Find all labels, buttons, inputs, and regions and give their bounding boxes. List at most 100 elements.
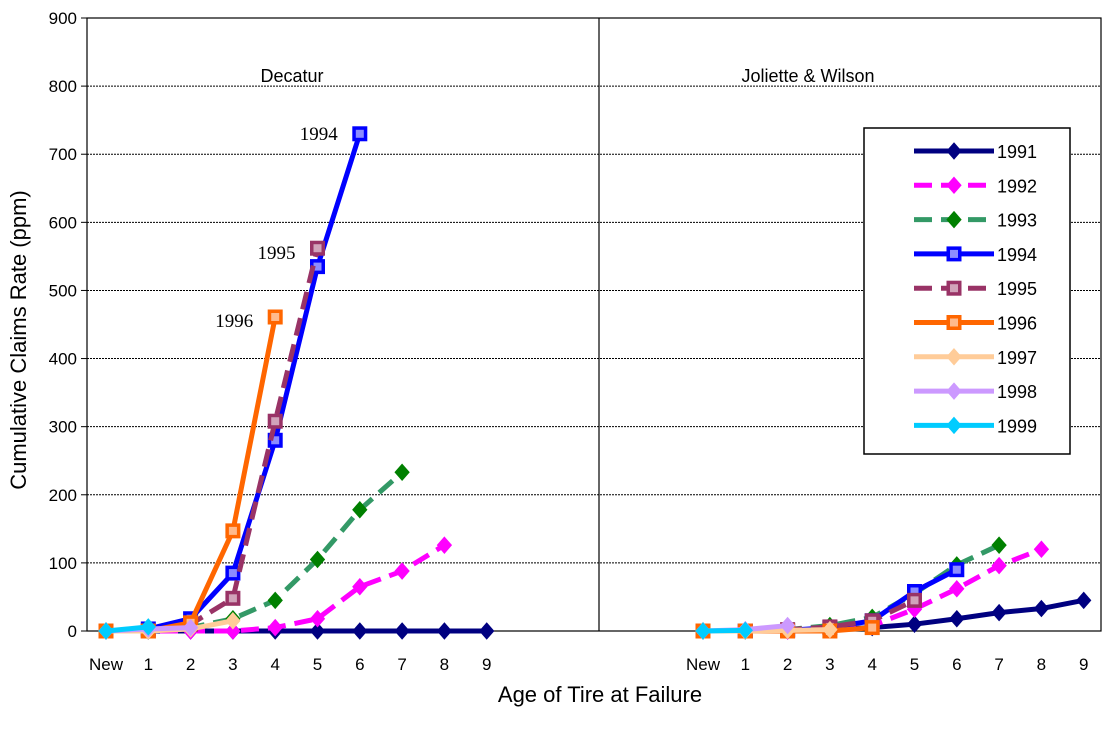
y-tick-label: 700 (49, 145, 77, 164)
plot-frame (86, 17, 1102, 632)
marker-diamond (394, 562, 410, 580)
legend-label: 1997 (997, 348, 1037, 368)
marker-diamond (946, 348, 962, 366)
series-line-1993 (106, 470, 404, 634)
marker-square-inner (271, 417, 280, 426)
series-1999 (695, 621, 753, 640)
legend-item-1998: 1998 (914, 382, 1037, 402)
y-tick-label: 800 (49, 77, 77, 96)
marker-square (946, 246, 962, 262)
x-tick-label: 5 (313, 655, 322, 674)
annotation-1995: 1995 (258, 243, 296, 264)
series-1999 (98, 618, 156, 640)
y-tick-label: 200 (49, 486, 77, 505)
marker-diamond (991, 536, 1007, 554)
marker-diamond (991, 556, 1007, 575)
panel-title: Joliette & Wilson (741, 66, 874, 86)
legend-item-1997: 1997 (914, 348, 1037, 368)
y-tick-label: 300 (49, 418, 77, 437)
marker-square-inner (313, 262, 322, 271)
x-tick-label: 9 (482, 655, 491, 674)
marker-diamond (225, 612, 241, 630)
x-tick-label: New (89, 655, 124, 674)
y-tick-label: 900 (49, 9, 77, 28)
legend: 1991 1992 1993 1994 1995 1996 1997 1998 1999 (863, 127, 1071, 455)
legend-item-1996: 1996 (914, 314, 1037, 334)
marker-diamond (394, 463, 410, 482)
panel-joliette-wilson: Joliette & Wilson (695, 66, 1092, 640)
x-tick-label: 6 (952, 655, 961, 674)
marker-diamond (946, 176, 962, 195)
marker-diamond (1033, 540, 1050, 559)
marker-diamond (309, 609, 326, 628)
x-tick-label: 1 (741, 655, 750, 674)
marker-diamond (394, 622, 410, 640)
y-tick-label: 400 (49, 350, 77, 369)
x-axis-title: Age of Tire at Failure (498, 682, 702, 707)
marker-diamond (695, 622, 711, 640)
y-axis-title: Cumulative Claims Rate (ppm) (6, 190, 31, 490)
marker-diamond (946, 142, 962, 160)
x-tick-label: 2 (783, 655, 792, 674)
legend-label: 1999 (997, 416, 1037, 436)
x-tick-label: 5 (910, 655, 919, 674)
marker-diamond (946, 210, 962, 229)
y-tick-label: 0 (68, 622, 77, 641)
legend-box (863, 127, 1071, 455)
legend-item-1995: 1995 (914, 279, 1037, 299)
x-tick-label: 6 (355, 655, 364, 674)
x-tick-label: New (686, 655, 721, 674)
x-tick-label: 7 (994, 655, 1003, 674)
x-tick-label: 4 (867, 655, 876, 674)
y-axis: 0 100 200 300 400 500 600 700 800 900 (49, 9, 87, 641)
marker-diamond (352, 501, 368, 519)
legend-item-1992: 1992 (914, 176, 1037, 196)
y-tick-label: 600 (49, 213, 77, 232)
marker-square-inner (228, 526, 237, 535)
marker-square-inner (271, 436, 280, 445)
marker-diamond (949, 580, 965, 598)
legend-label: 1998 (997, 382, 1037, 402)
marker-diamond (991, 603, 1007, 622)
marker-diamond (140, 618, 156, 636)
marker-square (267, 413, 283, 429)
marker-square-inner (228, 569, 237, 578)
x-tick-label: 8 (440, 655, 449, 674)
marker-diamond (225, 622, 241, 640)
plot-border (86, 17, 1102, 632)
legend-item-1999: 1999 (914, 416, 1037, 436)
marker-diamond (267, 591, 283, 610)
marker-square-inner (950, 249, 958, 258)
legend-label: 1993 (997, 211, 1037, 231)
marker-square (310, 240, 325, 256)
marker-diamond (352, 577, 368, 596)
x-tick-label: 3 (825, 655, 834, 674)
marker-square (907, 592, 922, 608)
marker-square (225, 590, 241, 606)
marker-diamond (1033, 599, 1050, 618)
legend-label: 1994 (997, 245, 1037, 265)
marker-diamond (946, 416, 962, 435)
marker-square-inner (950, 318, 958, 327)
marker-square-inner (910, 587, 919, 596)
y-tick-label: 500 (49, 281, 77, 300)
marker-square (946, 280, 962, 296)
marker-diamond (479, 622, 495, 640)
marker-diamond (98, 622, 114, 640)
x-tick-label: 1 (144, 655, 153, 674)
marker-diamond (906, 615, 923, 633)
marker-diamond (267, 618, 283, 637)
marker-square-inner (950, 284, 958, 293)
annotation-1994: 1994 (300, 124, 339, 145)
legend-label: 1992 (997, 176, 1037, 196)
marker-square (352, 126, 368, 142)
marker-square (946, 315, 962, 330)
marker-square (225, 565, 241, 581)
marker-diamond (946, 382, 962, 400)
marker-square-inner (910, 596, 919, 605)
panel-title: Decatur (260, 66, 323, 86)
legend-label: 1996 (997, 314, 1037, 334)
marker-square (225, 523, 241, 539)
panels: Decatur 1994 1995 1996 Joliette & Wilson (98, 66, 1092, 640)
